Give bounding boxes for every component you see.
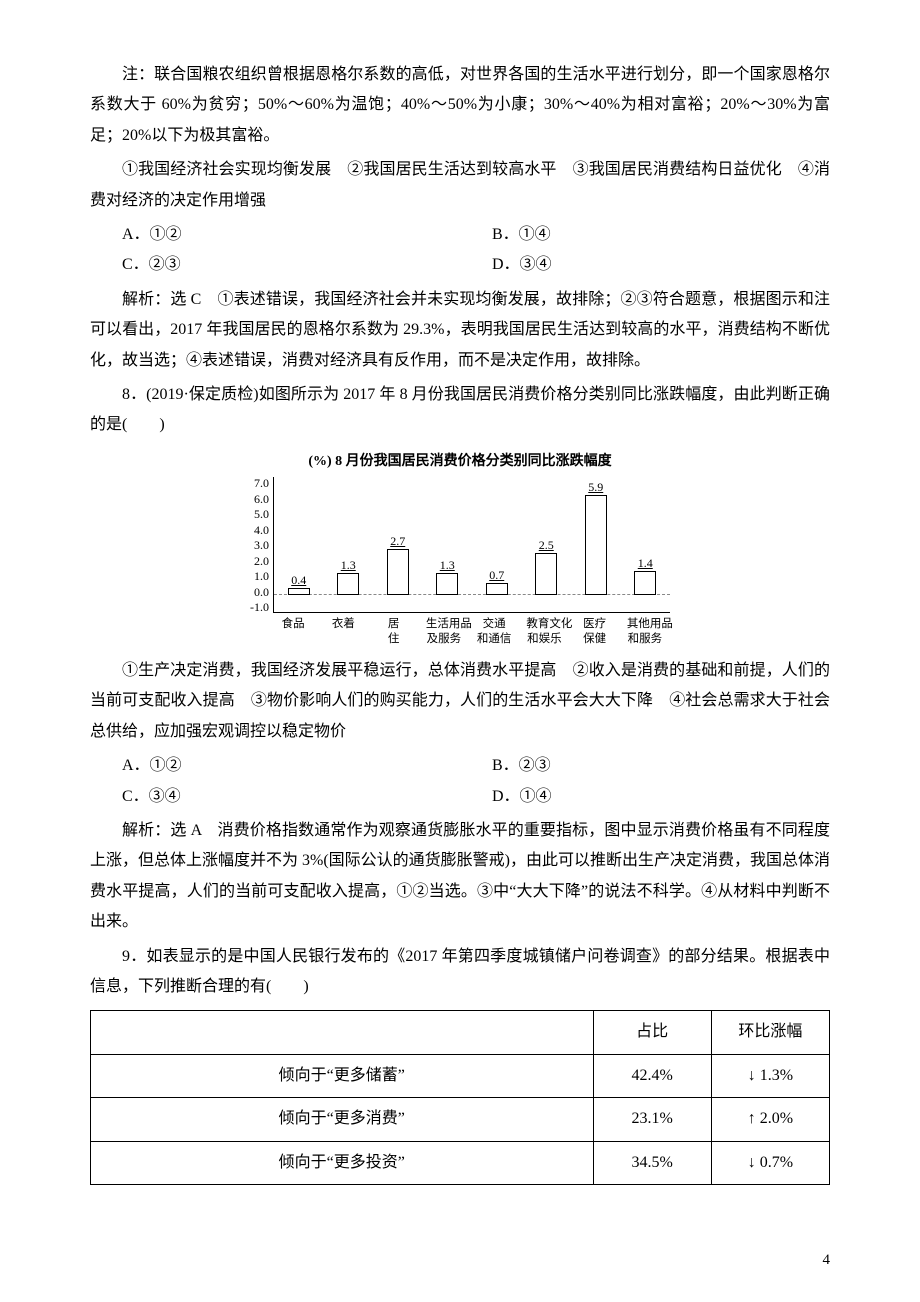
x-label: 交通和通信 [476,617,512,646]
q7-option-c: C．②③ [90,250,460,280]
cell-ratio: 42.4% [593,1054,711,1097]
table-row: 倾向于“更多储蓄”42.4%↓ 1.3% [91,1054,830,1097]
q7-items: ①我国经济社会实现均衡发展 ②我国居民生活达到较高水平 ③我国居民消费结构日益优… [90,155,830,216]
bar-column: 1.3 [330,559,366,595]
q7-options: A．①② B．①④ C．②③ D．③④ [90,220,830,281]
q8-option-d: D．①④ [460,782,830,812]
y-tick: 5.0 [254,508,269,520]
q8-options: A．①② B．②③ C．③④ D．①④ [90,751,830,812]
q7-analysis: 解析：选 C ①表述错误，我国经济社会并未实现均衡发展，故排除；②③符合题意，根… [90,285,830,376]
bar-value-label: 5.9 [588,481,603,493]
y-tick: 3.0 [254,539,269,551]
cell-name: 倾向于“更多储蓄” [91,1054,594,1097]
bar [436,573,458,595]
chart-y-axis: 7.0 6.0 5.0 4.0 3.0 2.0 1.0 0.0 -1.0 [250,477,273,613]
arrow-down-icon: ↓ [748,1154,756,1171]
bar-column: 5.9 [578,481,614,595]
th-change: 环比涨幅 [711,1011,829,1054]
page-number: 4 [823,1246,831,1275]
cell-ratio: 34.5% [593,1141,711,1184]
bar-value-label: 0.4 [291,574,306,586]
cell-change: ↑ 2.0% [711,1098,829,1141]
q8-option-c: C．③④ [90,782,460,812]
q8-stem: 8．(2019·保定质检)如图所示为 2017 年 8 月份我国居民消费价格分类… [90,380,830,441]
bar [288,588,310,595]
y-tick: -1.0 [250,601,269,613]
cell-name: 倾向于“更多投资” [91,1141,594,1184]
q8-option-b: B．②③ [460,751,830,781]
x-label: 教育文化和娱乐 [526,617,562,646]
cell-name: 倾向于“更多消费” [91,1098,594,1141]
bar-column: 2.7 [380,535,416,595]
q7-note: 注：联合国粮农组织曾根据恩格尔系数的高低，对世界各国的生活水平进行划分，即一个国… [90,60,830,151]
q8-analysis: 解析：选 A 消费价格指数通常作为观察通货膨胀水平的重要指标，图中显示消费价格虽… [90,816,830,938]
q7-option-d: D．③④ [460,250,830,280]
y-tick: 7.0 [254,477,269,489]
q9-table: 占比 环比涨幅 倾向于“更多储蓄”42.4%↓ 1.3%倾向于“更多消费”23.… [90,1010,830,1185]
cell-change: ↓ 1.3% [711,1054,829,1097]
bar-value-label: 1.4 [638,557,653,569]
q9-stem: 9．如表显示的是中国人民银行发布的《2017 年第四季度城镇储户问卷调查》的部分… [90,942,830,1003]
th-ratio: 占比 [593,1011,711,1054]
cell-ratio: 23.1% [593,1098,711,1141]
x-label: 生活用品及服务 [426,617,462,646]
bar [387,549,409,595]
bar-value-label: 1.3 [341,559,356,571]
x-label: 其他用品和服务 [627,617,663,646]
q8-items: ①生产决定消费，我国经济发展平稳运行，总体消费水平提高 ②收入是消费的基础和前提… [90,656,830,747]
x-label: 医疗保健 [577,617,613,646]
y-tick: 1.0 [254,570,269,582]
bar-column: 0.4 [281,574,317,595]
y-tick: 4.0 [254,524,269,536]
table-row: 倾向于“更多投资”34.5%↓ 0.7% [91,1141,830,1184]
bar-value-label: 1.3 [440,559,455,571]
bar [486,583,508,595]
q7-option-a: A．①② [90,220,460,250]
y-tick: 6.0 [254,493,269,505]
q8-option-a: A．①② [90,751,460,781]
table-header-row: 占比 环比涨幅 [91,1011,830,1054]
chart-x-labels: 食品衣着居住生活用品及服务交通和通信教育文化和娱乐医疗保健其他用品和服务 [268,617,670,646]
x-label: 衣着 [325,617,361,646]
bar-value-label: 2.7 [390,535,405,547]
bar [634,571,656,595]
chart-title: (%) 8 月份我国居民消费价格分类别同比涨跌幅度 [250,449,670,476]
bar [535,553,557,596]
x-label: 居住 [376,617,412,646]
bar-value-label: 2.5 [539,539,554,551]
arrow-down-icon: ↓ [748,1067,756,1084]
y-tick: 2.0 [254,555,269,567]
q7-option-b: B．①④ [460,220,830,250]
bar-column: 1.3 [429,559,465,595]
bar-column: 2.5 [528,539,564,596]
th-blank [91,1011,594,1054]
y-tick: 0.0 [254,586,269,598]
cell-change: ↓ 0.7% [711,1141,829,1184]
x-label: 食品 [275,617,311,646]
bar [337,573,359,595]
arrow-up-icon: ↑ [748,1110,756,1127]
table-row: 倾向于“更多消费”23.1%↑ 2.0% [91,1098,830,1141]
bar-value-label: 0.7 [489,569,504,581]
bar-column: 1.4 [627,557,663,595]
bar-column: 0.7 [479,569,515,595]
bar [585,495,607,595]
cpi-bar-chart: (%) 8 月份我国居民消费价格分类别同比涨跌幅度 7.0 6.0 5.0 4.0 3.… [90,449,830,646]
chart-plot: 0.4 1.3 2.7 1.3 0.7 2.5 5.9 1.4 [273,477,670,613]
